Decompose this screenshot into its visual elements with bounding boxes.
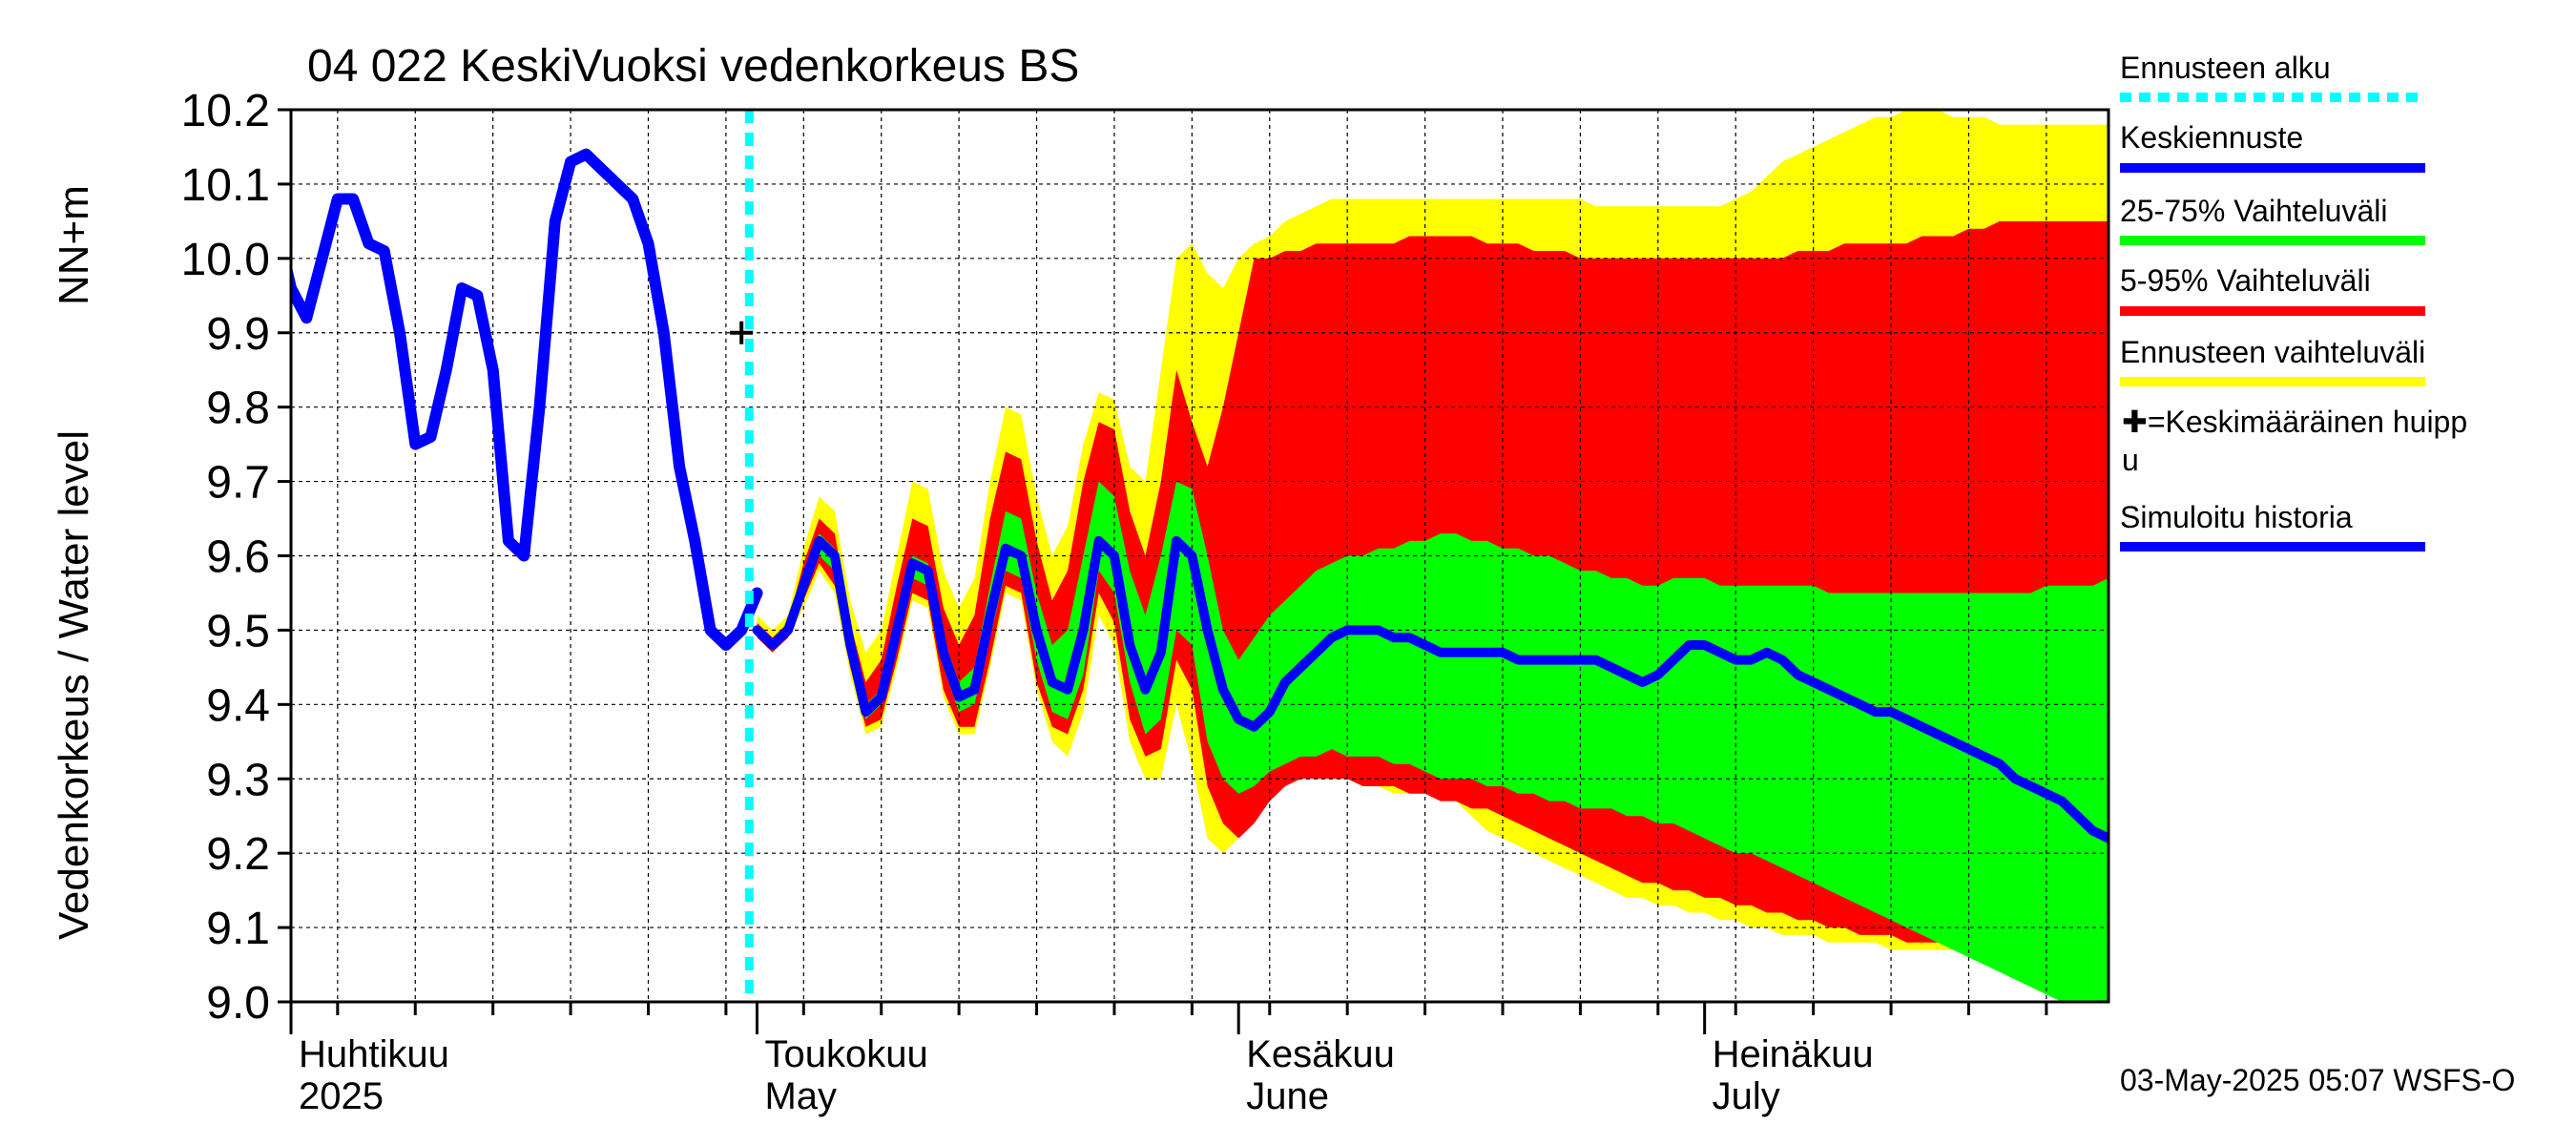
y-tick-label: 9.1 [206,904,270,954]
legend-label: Simuloitu historia [2120,500,2353,534]
legend: Ennusteen alku Keskiennuste 25-75% Vaihtel… [2120,51,2467,552]
legend-label: 25-75% Vaihteluväli [2120,194,2387,228]
timestamp-footer: 03-May-2025 05:07 WSFS-O [2120,1063,2515,1097]
x-month-label: Toukokuu [764,1033,927,1075]
legend-peak-label-cont: u [2122,443,2139,477]
x-month-label: Heinäkuu [1713,1033,1874,1075]
y-tick-label: 9.2 [206,829,270,880]
y-tick-label: 9.5 [206,606,270,656]
y-tick-label: 9.7 [206,458,270,509]
band-25-75 [757,481,2109,1002]
y-axis: 9.0 9.1 9.2 9.3 9.4 9.5 9.6 9.7 9.8 9.9 10.0 10.1 10… [181,86,291,1029]
x-month-label: Kesäkuu [1246,1033,1395,1075]
series-lines [291,110,2109,1002]
x-month-sublabel: June [1246,1075,1329,1117]
legend-label: 5-95% Vaihteluväli [2120,263,2371,298]
mean-peak-marker [730,321,754,344]
y-axis-unit: NN+m [51,185,97,305]
mean-forecast-line [752,535,2109,843]
y-tick-label: 10.0 [181,235,270,285]
legend-label: Keskiennuste [2120,120,2303,155]
y-tick-label: 9.6 [206,532,270,583]
x-month-sublabel: 2025 [299,1075,384,1117]
y-tick-label: 10.2 [181,86,270,136]
y-tick-label: 9.0 [206,978,270,1029]
legend-label: Ennusteen vaihteluväli [2120,335,2425,369]
history-line [291,148,763,651]
y-tick-label: 9.3 [206,755,270,805]
x-month-label: Huhtikuu [299,1033,449,1075]
y-tick-label: 9.8 [206,384,270,434]
y-tick-label: 9.4 [206,680,270,731]
x-month-sublabel: May [764,1075,837,1117]
legend-peak-label: ✚=Keskimääräinen huipp [2122,405,2467,439]
forecast-bands [757,110,2109,1002]
y-tick-label: 9.9 [206,309,270,360]
y-tick-label: 10.1 [181,160,270,211]
x-month-sublabel: July [1713,1075,1780,1117]
grid-lines [291,110,2109,1002]
y-axis-label: Vedenkorkeus / Water level [51,430,97,940]
legend-label: Ennusteen alku [2120,51,2331,85]
chart-title: 04 022 KeskiVuoksi vedenkorkeus BS [307,41,1079,92]
